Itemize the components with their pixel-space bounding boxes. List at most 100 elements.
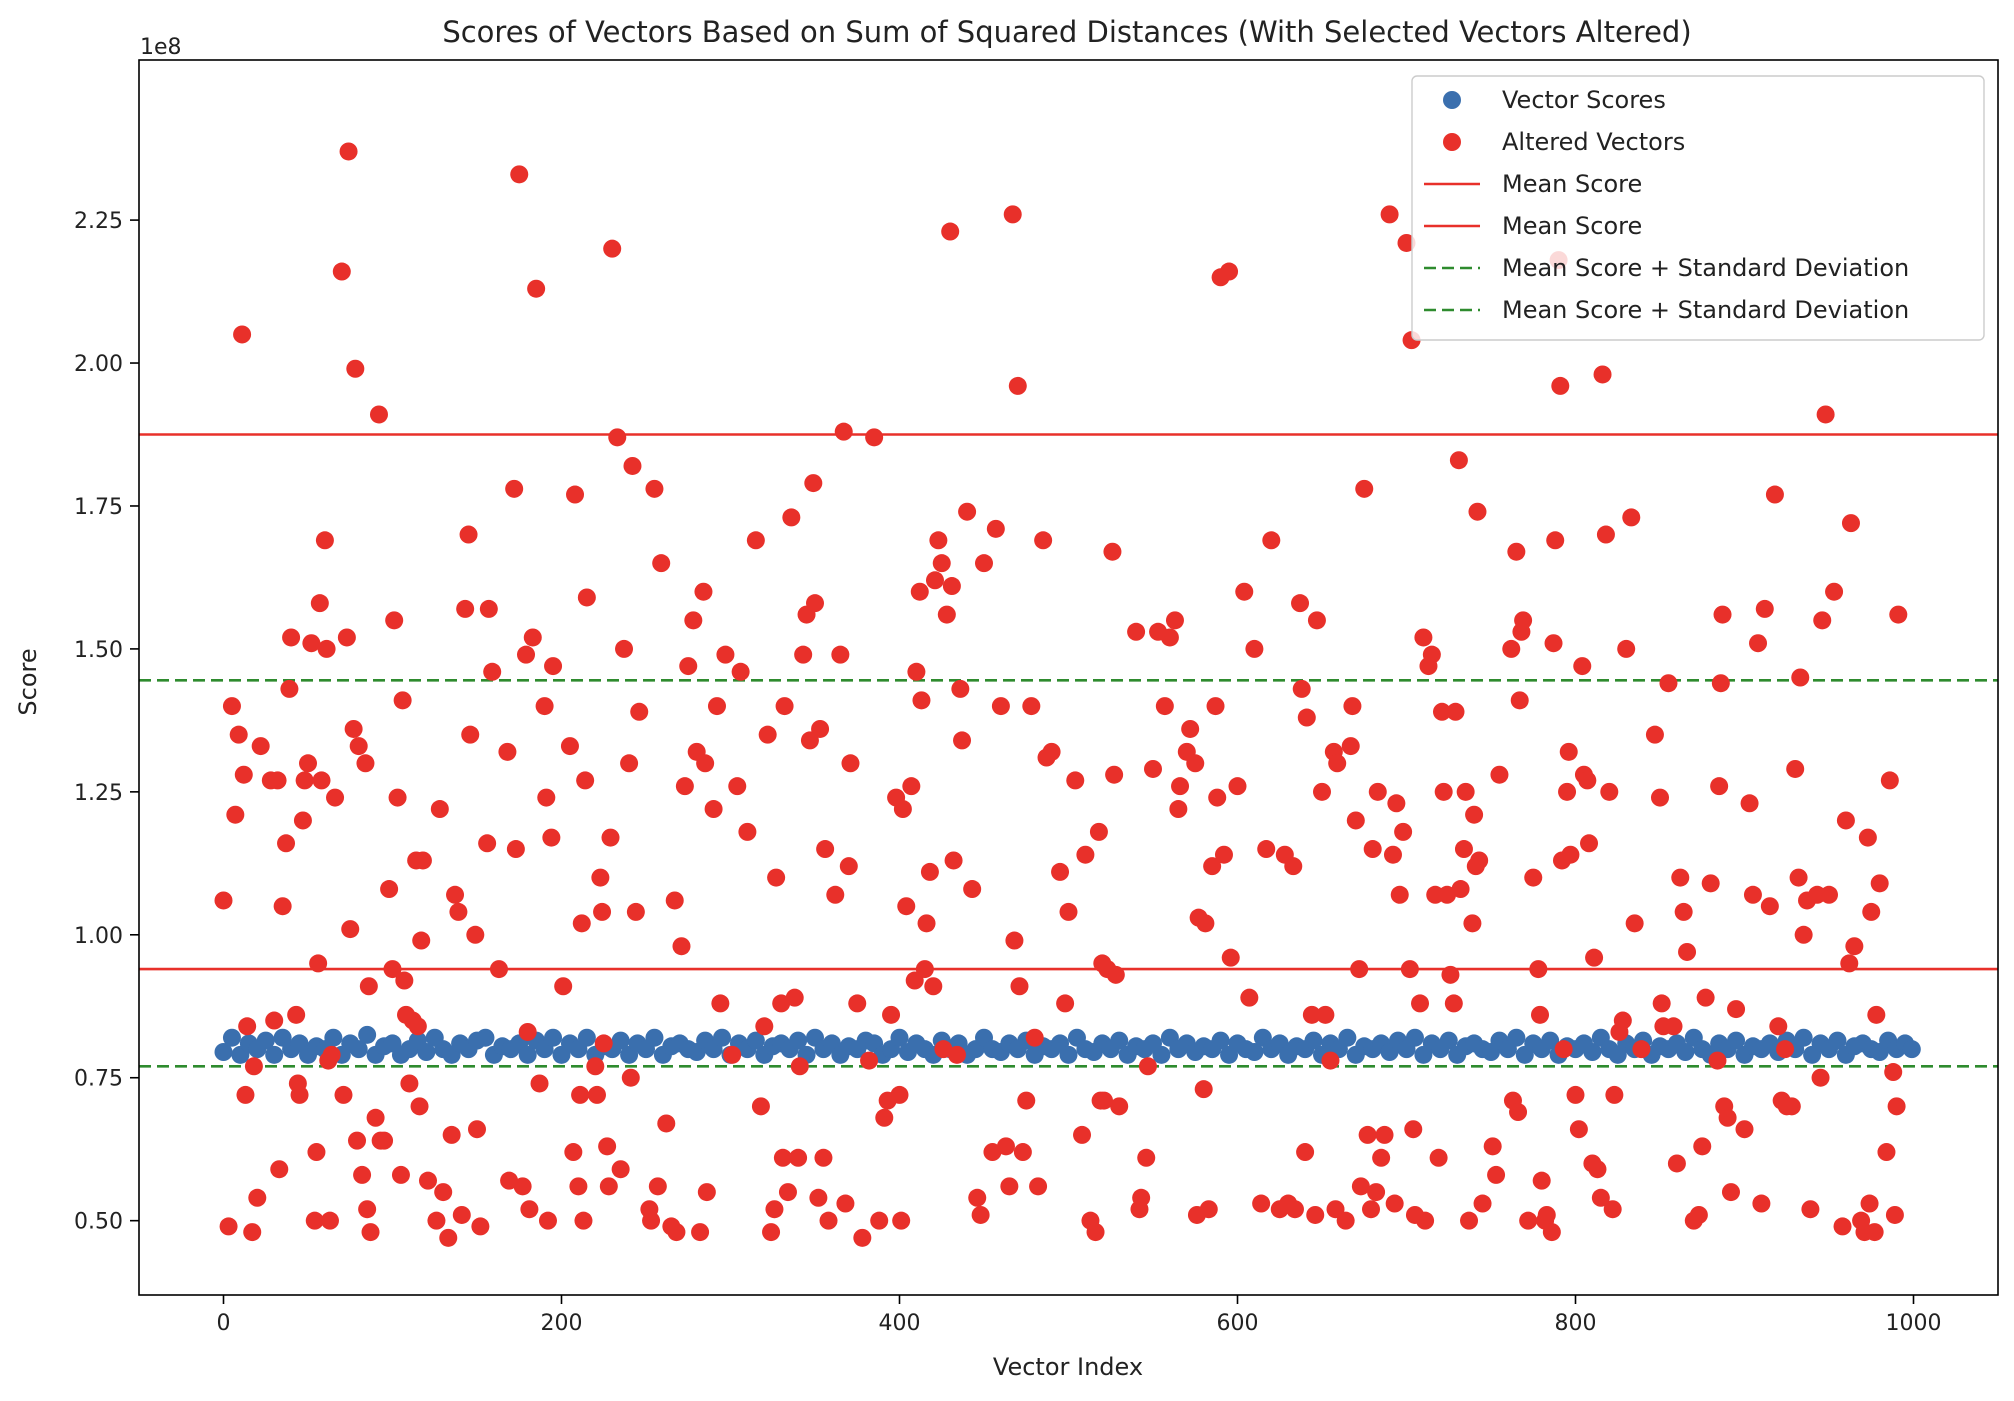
altered-vector-point xyxy=(1351,1177,1370,1196)
altered-vector-point xyxy=(782,508,801,527)
altered-vector-point xyxy=(809,1188,828,1207)
altered-vector-point xyxy=(544,657,563,676)
altered-vector-point xyxy=(1336,1211,1355,1230)
altered-vector-point xyxy=(1400,960,1419,979)
altered-vector-point xyxy=(611,1160,630,1179)
legend-box xyxy=(1411,75,1985,341)
altered-vector-point xyxy=(941,222,960,241)
altered-vector-point xyxy=(755,1017,774,1036)
altered-vector-point xyxy=(1456,782,1475,801)
altered-vector-point xyxy=(1252,1194,1271,1213)
altered-vector-point xyxy=(1089,822,1108,841)
vector-score-point xyxy=(544,1028,563,1047)
altered-vector-point xyxy=(1651,788,1669,807)
vector-score-point xyxy=(1338,1028,1357,1047)
altered-vector-point xyxy=(897,897,916,916)
altered-vector-point xyxy=(369,405,388,424)
altered-vector-point xyxy=(456,599,475,618)
y-tick-label: 1.75 xyxy=(74,495,123,520)
altered-vector-point xyxy=(248,1188,267,1207)
altered-vector-point xyxy=(1103,542,1122,561)
altered-vector-point xyxy=(1358,1125,1377,1144)
altered-vector-point xyxy=(716,645,735,664)
vector-score-point xyxy=(1828,1031,1847,1050)
altered-vector-point xyxy=(1791,668,1810,687)
altered-vector-point xyxy=(506,840,525,859)
altered-vector-point xyxy=(1208,788,1227,807)
altered-vector-point xyxy=(912,691,931,710)
altered-vector-point xyxy=(334,1085,353,1104)
altered-vector-point xyxy=(836,1194,855,1213)
altered-vector-point xyxy=(1867,1005,1886,1024)
altered-vector-point xyxy=(816,840,835,859)
altered-vector-point xyxy=(608,428,627,447)
x-tick-label: 0 xyxy=(217,1311,231,1336)
altered-vector-point xyxy=(1776,1040,1795,1059)
altered-vector-point xyxy=(598,1137,617,1156)
altered-vector-point xyxy=(1760,897,1779,916)
altered-vector-point xyxy=(1003,205,1022,224)
altered-vector-point xyxy=(1022,697,1041,716)
altered-vector-point xyxy=(675,777,694,796)
altered-vector-point xyxy=(517,645,536,664)
altered-vector-point xyxy=(273,897,292,916)
altered-vector-point xyxy=(375,1131,394,1150)
altered-vector-point xyxy=(1451,880,1470,899)
altered-vector-point xyxy=(1313,782,1331,801)
altered-vector-point xyxy=(1350,960,1369,979)
axis-ticks: 0 200 400 600 800 1000 0.50 0.75 1.00 1.25 1.50 1.7… xyxy=(74,209,1941,1336)
altered-vector-point xyxy=(1596,525,1615,544)
altered-vector-point xyxy=(295,771,314,790)
altered-vector-point xyxy=(332,262,351,281)
altered-vector-point xyxy=(430,800,449,819)
x-tick-label: 600 xyxy=(1217,1311,1259,1336)
vector-score-point xyxy=(577,1028,596,1047)
altered-vector-point xyxy=(442,1125,461,1144)
altered-vector-point xyxy=(775,697,794,716)
altered-vector-point xyxy=(853,1228,872,1247)
altered-vector-point xyxy=(1434,782,1453,801)
altered-vector-point xyxy=(483,662,502,681)
altered-vector-point xyxy=(1825,582,1844,601)
altered-vector-point xyxy=(1221,948,1240,967)
altered-vector-point xyxy=(1569,1120,1588,1139)
altered-vector-point xyxy=(1487,1165,1506,1184)
altered-vector-point xyxy=(388,788,407,807)
altered-vector-point xyxy=(1573,657,1592,676)
altered-vector-point xyxy=(1603,1200,1622,1219)
legend-marker xyxy=(1443,91,1461,109)
altered-vector-point xyxy=(711,994,730,1013)
altered-vector-point xyxy=(1181,719,1200,738)
altered-vector-point xyxy=(870,1211,889,1230)
altered-vector-point xyxy=(309,954,328,973)
altered-vector-point xyxy=(738,822,757,841)
altered-vector-point xyxy=(944,851,963,870)
altered-vector-point xyxy=(1306,1205,1325,1224)
altered-vector-point xyxy=(1721,1183,1740,1202)
altered-vector-point xyxy=(594,1034,613,1053)
vector-score-point xyxy=(349,1040,368,1059)
altered-vector-point xyxy=(1617,639,1636,658)
altered-vector-point xyxy=(790,1057,809,1076)
vector-score-point xyxy=(1794,1028,1813,1047)
altered-vector-point xyxy=(1444,994,1463,1013)
altered-vector-point xyxy=(1860,1194,1879,1213)
altered-vector-point xyxy=(839,857,858,876)
altered-vector-point xyxy=(412,931,431,950)
altered-vector-point xyxy=(1786,759,1805,778)
altered-vector-point xyxy=(991,697,1010,716)
altered-vector-point xyxy=(1262,531,1281,550)
altered-vector-point xyxy=(804,474,823,493)
altered-vector-point xyxy=(1029,1177,1048,1196)
altered-vector-point xyxy=(1711,674,1730,693)
altered-vector-point xyxy=(1558,782,1577,801)
y-tick-label: 2.25 xyxy=(74,209,123,234)
altered-vector-point xyxy=(410,1097,429,1116)
altered-vector-point xyxy=(1743,885,1762,904)
altered-vector-point xyxy=(1138,1057,1157,1076)
x-tick-label: 400 xyxy=(879,1311,921,1336)
altered-vector-point xyxy=(1885,1205,1904,1224)
altered-vector-point xyxy=(1718,1108,1737,1127)
altered-vector-point xyxy=(449,902,468,921)
vector-score-point xyxy=(611,1031,630,1050)
